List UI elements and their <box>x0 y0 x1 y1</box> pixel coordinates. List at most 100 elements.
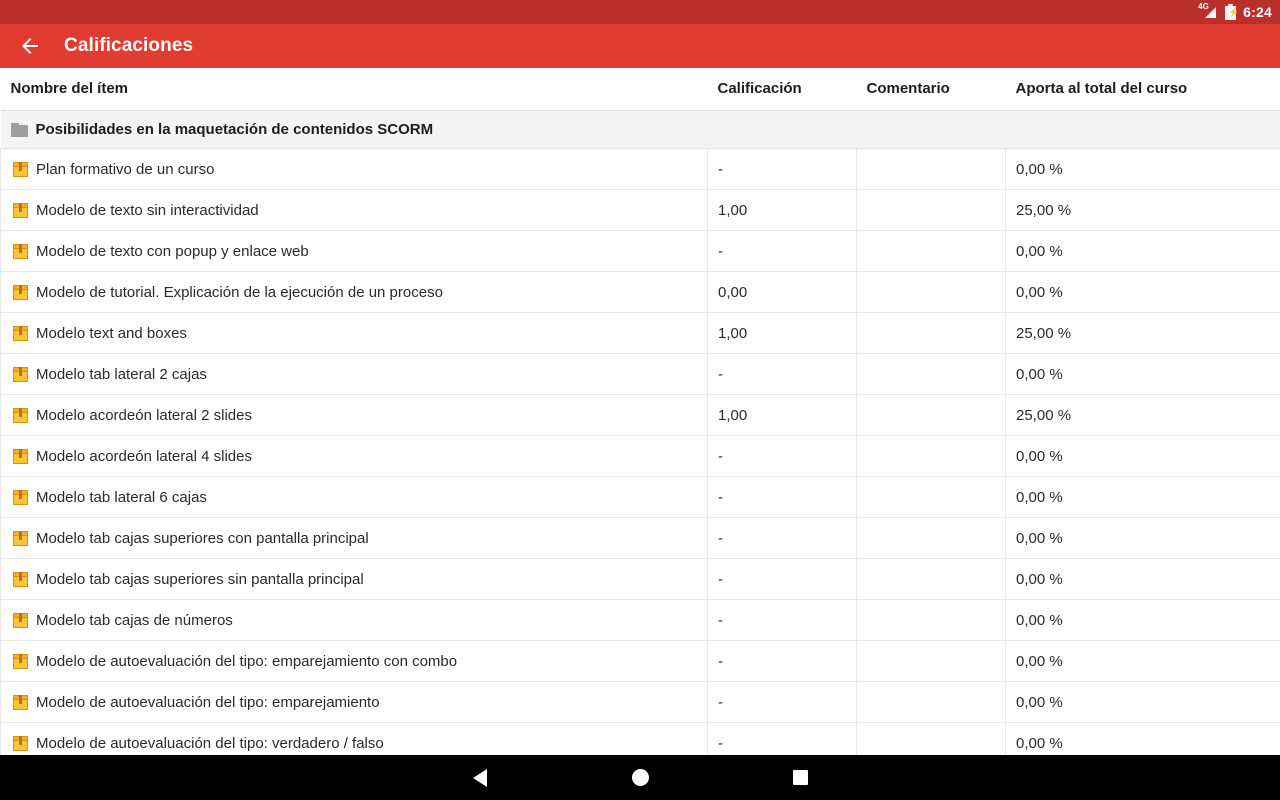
cell-item-name[interactable]: Modelo tab cajas de números <box>0 599 708 641</box>
cell-contribution: 0,00 % <box>1005 476 1280 518</box>
cell-grade: - <box>707 353 857 395</box>
table-header-row: Nombre del ítem Calificación Comentario … <box>0 68 1280 111</box>
cell-contribution: 0,00 % <box>1005 271 1280 313</box>
back-button[interactable] <box>14 30 46 62</box>
nav-recents-button[interactable] <box>720 755 880 800</box>
home-circle-icon <box>631 769 649 786</box>
cell-comment <box>856 189 1006 231</box>
cell-contribution: 0,00 % <box>1005 230 1280 272</box>
table-row[interactable]: Modelo tab lateral 6 cajas - 0,00 % <box>0 476 1280 518</box>
scorm-package-icon <box>13 530 28 546</box>
grades-content[interactable]: Nombre del ítem Calificación Comentario … <box>0 68 1280 755</box>
nav-back-button[interactable] <box>400 755 560 800</box>
cell-comment <box>856 435 1006 477</box>
cell-item-name[interactable]: Modelo tab cajas superiores con pantalla… <box>0 517 708 559</box>
status-bar: 4G ⚡ 6:24 <box>0 0 1280 24</box>
cell-comment <box>856 599 1006 641</box>
column-header-item: Nombre del ítem <box>0 68 708 111</box>
cell-contribution: 0,00 % <box>1005 558 1280 600</box>
category-label: Posibilidades en la maquetación de conte… <box>35 121 434 138</box>
cell-grade: 1,00 <box>707 312 857 354</box>
table-row[interactable]: Modelo de texto con popup y enlace web - 0… <box>0 230 1280 272</box>
cell-item-name[interactable]: Modelo tab cajas superiores sin pantalla… <box>0 558 708 600</box>
nav-home-button[interactable] <box>560 755 720 800</box>
table-body: Posibilidades en la maquetación de conte… <box>0 110 1280 755</box>
scorm-package-icon <box>13 571 28 587</box>
table-row[interactable]: Modelo tab cajas superiores sin pantalla… <box>0 558 1280 600</box>
battery-charging-icon: ⚡ <box>1225 4 1239 20</box>
table-row[interactable]: Modelo tab cajas superiores con pantalla… <box>0 517 1280 559</box>
cell-item-name[interactable]: Modelo de texto sin interactividad <box>0 189 708 231</box>
cell-grade: - <box>707 599 857 641</box>
cell-item-name[interactable]: Modelo de autoevaluación del tipo: verda… <box>0 722 708 755</box>
cell-grade: - <box>707 230 857 272</box>
cell-contribution: 0,00 % <box>1005 681 1280 723</box>
item-label: Plan formativo de un curso <box>36 160 215 178</box>
cell-grade: - <box>707 722 857 755</box>
cell-item-name[interactable]: Modelo acordeón lateral 2 slides <box>0 394 708 436</box>
battery-cap <box>1228 4 1234 6</box>
table-row[interactable]: Modelo de autoevaluación del tipo: empar… <box>0 681 1280 723</box>
cell-item-name[interactable]: Modelo tab lateral 6 cajas <box>0 476 708 518</box>
back-triangle-icon <box>473 768 487 787</box>
table-header: Nombre del ítem Calificación Comentario … <box>0 68 1280 111</box>
column-header-contribution: Aporta al total del curso <box>1005 68 1280 111</box>
column-header-grade: Calificación <box>707 68 857 111</box>
signal-icon: 4G <box>1198 3 1218 20</box>
scorm-package-icon <box>13 489 28 505</box>
category-row: Posibilidades en la maquetación de conte… <box>0 110 1280 149</box>
page-title: Calificaciones <box>64 35 194 56</box>
cell-grade: - <box>707 476 857 518</box>
item-label: Modelo de tutorial. Explicación de la ej… <box>36 283 443 301</box>
table-row[interactable]: Modelo de texto sin interactividad 1,00 25… <box>0 189 1280 231</box>
scorm-package-icon <box>13 407 28 423</box>
item-label: Modelo de autoevaluación del tipo: empar… <box>36 693 380 711</box>
table-row[interactable]: Modelo de autoevaluación del tipo: empar… <box>0 640 1280 682</box>
cell-contribution: 0,00 % <box>1005 722 1280 755</box>
table-row[interactable]: Modelo de autoevaluación del tipo: verda… <box>0 722 1280 755</box>
item-label: Modelo text and boxes <box>36 324 187 342</box>
cell-item-name[interactable]: Modelo text and boxes <box>0 312 708 354</box>
cell-comment <box>856 722 1006 755</box>
item-label: Modelo acordeón lateral 4 slides <box>36 447 252 465</box>
cell-comment <box>856 394 1006 436</box>
cell-grade: 1,00 <box>707 394 857 436</box>
item-label: Modelo de texto sin interactividad <box>36 201 259 219</box>
table-row[interactable]: Modelo tab cajas de números - 0,00 % <box>0 599 1280 641</box>
cell-contribution: 0,00 % <box>1005 640 1280 682</box>
cell-comment <box>856 312 1006 354</box>
cell-grade: - <box>707 681 857 723</box>
table-row[interactable]: Modelo acordeón lateral 4 slides - 0,00 % <box>0 435 1280 477</box>
category-cell: Posibilidades en la maquetación de conte… <box>0 110 1280 149</box>
status-bar-right-group: 4G ⚡ 6:24 <box>1198 3 1272 20</box>
scorm-package-icon <box>13 735 28 751</box>
item-label: Modelo tab cajas de números <box>36 611 233 629</box>
cell-contribution: 25,00 % <box>1005 189 1280 231</box>
cell-item-name[interactable]: Modelo de texto con popup y enlace web <box>0 230 708 272</box>
cell-grade: - <box>707 435 857 477</box>
cell-contribution: 0,00 % <box>1005 517 1280 559</box>
table-row[interactable]: Modelo tab lateral 2 cajas - 0,00 % <box>0 353 1280 395</box>
scorm-package-icon <box>13 653 28 669</box>
cell-item-name[interactable]: Modelo tab lateral 2 cajas <box>0 353 708 395</box>
scorm-package-icon <box>13 366 28 382</box>
table-row[interactable]: Modelo acordeón lateral 2 slides 1,00 25,0… <box>0 394 1280 436</box>
cell-grade: - <box>707 558 857 600</box>
cell-grade: - <box>707 148 857 190</box>
grades-table: Nombre del ítem Calificación Comentario … <box>0 68 1280 755</box>
cell-item-name[interactable]: Modelo de tutorial. Explicación de la ej… <box>0 271 708 313</box>
table-row[interactable]: Plan formativo de un curso - 0,00 % <box>0 148 1280 190</box>
cell-comment <box>856 271 1006 313</box>
cell-item-name[interactable]: Modelo acordeón lateral 4 slides <box>0 435 708 477</box>
table-row[interactable]: Modelo text and boxes 1,00 25,00 % <box>0 312 1280 354</box>
item-label: Modelo acordeón lateral 2 slides <box>36 406 252 424</box>
app-bar: Calificaciones <box>0 24 1280 68</box>
table-row[interactable]: Modelo de tutorial. Explicación de la ej… <box>0 271 1280 313</box>
scorm-package-icon <box>13 612 28 628</box>
cell-comment <box>856 476 1006 518</box>
scorm-package-icon <box>13 694 28 710</box>
cell-contribution: 25,00 % <box>1005 394 1280 436</box>
cell-item-name[interactable]: Plan formativo de un curso <box>0 148 708 190</box>
cell-item-name[interactable]: Modelo de autoevaluación del tipo: empar… <box>0 681 708 723</box>
cell-item-name[interactable]: Modelo de autoevaluación del tipo: empar… <box>0 640 708 682</box>
